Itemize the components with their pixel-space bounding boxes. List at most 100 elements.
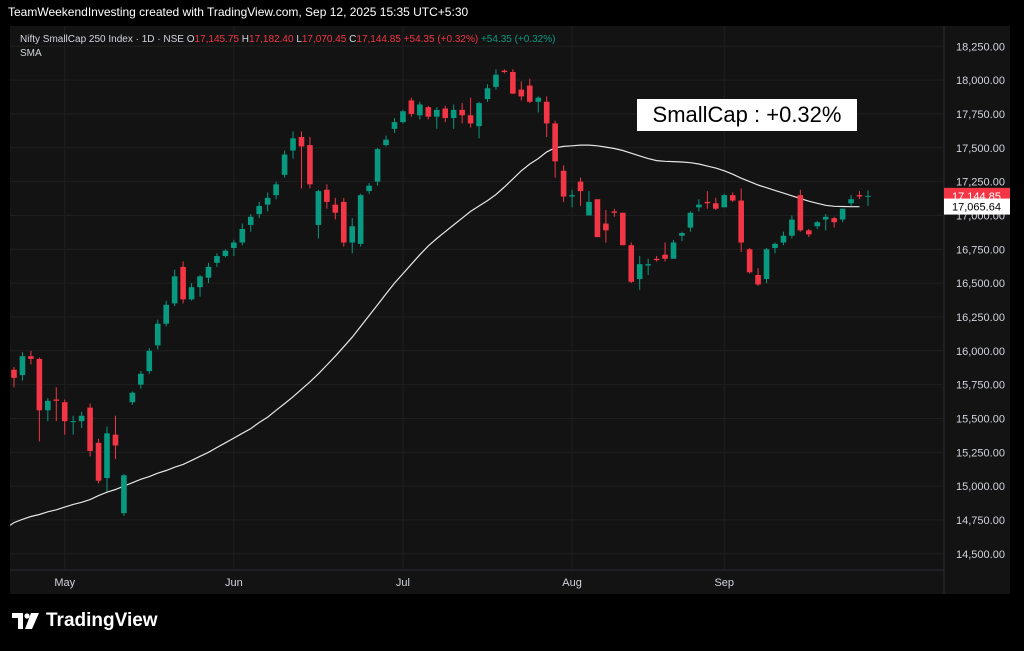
candle-body <box>290 138 296 151</box>
candle <box>713 197 719 211</box>
candle-body <box>577 181 584 192</box>
price-chart[interactable]: 18,250.00 18,000.00 17,750.00 17,500.00 17,2… <box>10 26 1010 594</box>
candle-body <box>653 258 660 261</box>
indicator-label[interactable]: SMA <box>20 48 42 59</box>
candle-body <box>467 115 474 124</box>
price-tag-label: 17,065.64 <box>952 202 1001 214</box>
candle-body <box>442 108 449 119</box>
candle <box>180 261 186 304</box>
candle-body <box>188 287 195 300</box>
x-tick-label: Jun <box>225 577 243 589</box>
candle <box>214 253 220 267</box>
candle-body <box>713 203 719 209</box>
open-label: O <box>186 34 195 45</box>
candle-body <box>636 264 643 280</box>
candle-body <box>138 373 144 385</box>
sma-price-tag: 17,065.64 <box>944 198 1010 215</box>
candle-body <box>154 323 161 346</box>
candle <box>619 212 626 246</box>
candle <box>45 398 51 422</box>
candle <box>87 403 93 457</box>
candle <box>433 107 440 129</box>
candle-body <box>112 434 119 446</box>
candle-body <box>366 185 372 192</box>
candle <box>340 197 347 247</box>
candle-body <box>687 212 694 228</box>
y-tick-label: 17,500.00 <box>956 143 1005 155</box>
candle <box>552 120 558 178</box>
tradingview-logo-icon <box>12 613 39 629</box>
candle-body <box>298 136 305 147</box>
candle <box>670 239 677 259</box>
candle <box>729 192 736 202</box>
candle-body <box>197 276 203 288</box>
candles-layer <box>11 69 871 516</box>
candle-body <box>729 195 736 201</box>
candle-body <box>78 415 85 422</box>
candle <box>467 97 474 128</box>
candle-body <box>340 201 347 243</box>
symbol-title[interactable]: Nifty SmallCap 250 Index · 1D · NSE <box>20 34 184 45</box>
y-tick-label: 16,500.00 <box>956 278 1005 290</box>
candle-body <box>603 223 609 231</box>
candle <box>755 268 761 286</box>
y-tick-label: 18,000.00 <box>956 75 1005 87</box>
close-label: C <box>349 34 357 45</box>
candle-body <box>417 104 423 116</box>
candle-body <box>789 219 795 236</box>
candle-body <box>357 195 364 244</box>
candle <box>543 96 550 137</box>
candle-body <box>839 208 846 220</box>
candle-body <box>552 123 558 162</box>
candle <box>357 193 364 247</box>
y-axis: 18,250.00 18,000.00 17,750.00 17,500.00 17,2… <box>956 41 1005 560</box>
candle <box>324 184 330 209</box>
candle <box>205 262 212 284</box>
chart-caption: TeamWeekendInvesting created with Tradin… <box>8 5 469 19</box>
candle <box>391 118 398 133</box>
candle <box>459 103 465 124</box>
candle-body <box>696 204 702 208</box>
candle <box>696 199 702 212</box>
candle <box>442 105 449 123</box>
candle <box>831 216 837 228</box>
candle-body <box>247 216 254 225</box>
candle-body <box>214 256 220 263</box>
candle-body <box>87 407 93 451</box>
candle-body <box>704 201 711 204</box>
candle-body <box>383 139 389 146</box>
candle-body <box>619 212 626 246</box>
candle-body <box>307 145 313 185</box>
candle <box>814 220 821 229</box>
candle-body <box>476 103 482 127</box>
candle <box>307 136 313 189</box>
candle <box>383 135 389 147</box>
y-tick-label: 15,750.00 <box>956 380 1005 392</box>
candle-body <box>273 184 279 196</box>
y-tick-label: 16,000.00 <box>956 346 1005 358</box>
candle-body <box>205 266 212 278</box>
candle <box>518 81 525 101</box>
candle-body <box>611 211 618 213</box>
brand-logo: TradingView <box>12 610 158 632</box>
candle <box>222 249 229 258</box>
open-value: 17,145.75 <box>194 34 240 45</box>
candle-body <box>163 304 169 324</box>
candle <box>476 101 482 139</box>
candle-body <box>721 195 728 208</box>
y-tick-label: 17,250.00 <box>956 177 1005 189</box>
x-tick-label: May <box>54 577 75 589</box>
brand-name: TradingView <box>46 610 158 631</box>
chart-panel[interactable]: 18,250.00 18,000.00 17,750.00 17,500.00 17,2… <box>10 26 1010 594</box>
x-tick-label: Aug <box>562 577 582 589</box>
candle <box>848 195 854 206</box>
candle <box>78 411 85 428</box>
candle <box>535 96 542 113</box>
y-tick-label: 15,500.00 <box>956 413 1005 425</box>
candle-body <box>780 235 787 243</box>
candle <box>721 193 728 208</box>
candle <box>417 101 423 120</box>
candle-body <box>36 358 43 411</box>
candle <box>129 391 136 405</box>
candle <box>290 131 296 159</box>
